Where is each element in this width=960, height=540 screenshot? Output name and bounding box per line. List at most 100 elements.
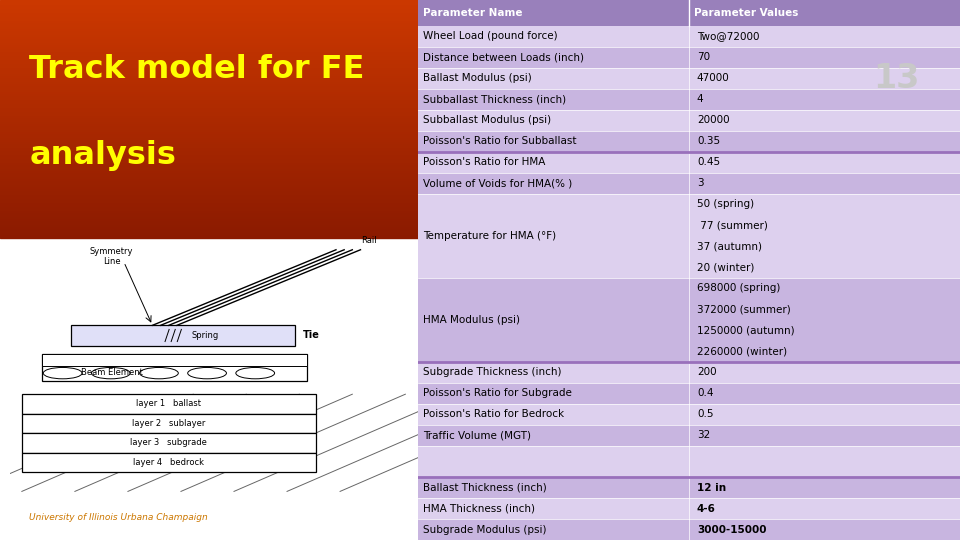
Bar — [0, 127, 418, 129]
Bar — [0, 63, 418, 65]
Bar — [0, 121, 418, 123]
Bar — [0, 16, 418, 18]
Text: Ballast Thickness (inch): Ballast Thickness (inch) — [423, 483, 547, 492]
Bar — [0, 206, 418, 208]
Text: 70: 70 — [697, 52, 710, 63]
Bar — [0, 56, 418, 57]
Text: Volume of Voids for HMA(% ): Volume of Voids for HMA(% ) — [423, 178, 572, 188]
Bar — [0, 71, 418, 73]
Bar — [0, 44, 418, 45]
Bar — [0, 133, 418, 134]
Bar — [0, 39, 418, 42]
Text: 0.4: 0.4 — [697, 388, 713, 398]
Bar — [0, 232, 418, 234]
Bar — [0, 97, 418, 99]
Bar — [0, 45, 418, 48]
Bar — [0, 163, 418, 164]
Bar — [0, 192, 418, 194]
Bar — [0, 222, 418, 224]
Bar — [0, 93, 418, 95]
Bar — [0, 10, 418, 12]
Bar — [0, 101, 418, 103]
Bar — [0, 2, 418, 4]
Bar — [0, 36, 418, 38]
Bar — [0, 140, 418, 143]
Bar — [0, 107, 418, 109]
Bar — [0, 22, 418, 24]
Bar — [0, 146, 418, 148]
Bar — [0, 42, 418, 44]
Bar — [0, 129, 418, 131]
Text: Poisson's Ratio for Subgrade: Poisson's Ratio for Subgrade — [423, 388, 572, 398]
Bar — [0, 214, 418, 216]
Text: layer 2   sublayer: layer 2 sublayer — [132, 419, 205, 428]
Bar — [0, 81, 418, 83]
Bar — [0, 134, 418, 137]
Bar — [0, 164, 418, 166]
Text: Symmetry
Line: Symmetry Line — [90, 247, 133, 266]
Bar — [0, 83, 418, 85]
Text: 37 (autumn): 37 (autumn) — [697, 241, 762, 251]
Text: 77 (summer): 77 (summer) — [697, 220, 768, 230]
Bar — [0, 0, 418, 2]
Text: Poisson's Ratio for Subballast: Poisson's Ratio for Subballast — [423, 136, 577, 146]
Bar — [0, 125, 418, 127]
Ellipse shape — [91, 367, 131, 379]
Bar — [0, 51, 418, 53]
Text: layer 3   subgrade: layer 3 subgrade — [131, 438, 207, 447]
Bar — [0, 228, 418, 230]
Bar — [0, 224, 418, 226]
Text: Track model for FE: Track model for FE — [29, 54, 365, 85]
Bar — [0, 48, 418, 50]
Text: Spring: Spring — [192, 331, 219, 340]
Bar — [0, 194, 418, 196]
Bar — [22, 414, 316, 433]
Bar — [0, 151, 418, 152]
Text: Rail: Rail — [361, 236, 376, 245]
Bar — [0, 87, 418, 89]
Bar — [0, 145, 418, 146]
Bar — [418, 26, 960, 47]
Text: 0.35: 0.35 — [697, 136, 720, 146]
Bar — [0, 32, 418, 33]
Bar — [0, 182, 418, 184]
Bar — [0, 119, 418, 121]
Text: Distance between Loads (inch): Distance between Loads (inch) — [423, 52, 584, 63]
Bar — [418, 362, 960, 383]
Text: Subgrade Thickness (inch): Subgrade Thickness (inch) — [423, 367, 562, 377]
Bar — [0, 137, 418, 139]
Text: Poisson's Ratio for Bedrock: Poisson's Ratio for Bedrock — [423, 409, 564, 419]
Bar — [0, 30, 418, 32]
Bar — [0, 77, 418, 79]
Bar — [0, 33, 418, 36]
Bar — [0, 95, 418, 97]
Bar — [0, 8, 418, 10]
Text: 20000: 20000 — [697, 116, 730, 125]
Bar — [0, 4, 418, 6]
Text: Poisson's Ratio for HMA: Poisson's Ratio for HMA — [423, 157, 545, 167]
Bar — [0, 186, 418, 188]
Bar — [0, 103, 418, 105]
Text: 200: 200 — [697, 367, 716, 377]
Bar — [0, 85, 418, 87]
Bar — [0, 28, 418, 30]
Text: 20 (winter): 20 (winter) — [697, 262, 755, 272]
Text: University of Illinois Urbana Champaign: University of Illinois Urbana Champaign — [29, 513, 208, 522]
Bar — [0, 176, 418, 178]
Bar — [0, 174, 418, 176]
Bar — [0, 62, 418, 63]
Bar — [0, 148, 418, 151]
Bar — [418, 477, 960, 498]
Text: 13: 13 — [874, 62, 920, 95]
Bar — [0, 91, 418, 93]
Bar — [0, 184, 418, 186]
Bar — [0, 198, 418, 200]
Bar — [0, 109, 418, 111]
Bar — [0, 154, 418, 157]
Text: HMA Thickness (inch): HMA Thickness (inch) — [423, 503, 535, 514]
Bar — [0, 216, 418, 218]
Bar — [0, 131, 418, 133]
Text: 4: 4 — [697, 94, 704, 104]
Bar — [0, 220, 418, 222]
Text: 2260000 (winter): 2260000 (winter) — [697, 346, 787, 356]
